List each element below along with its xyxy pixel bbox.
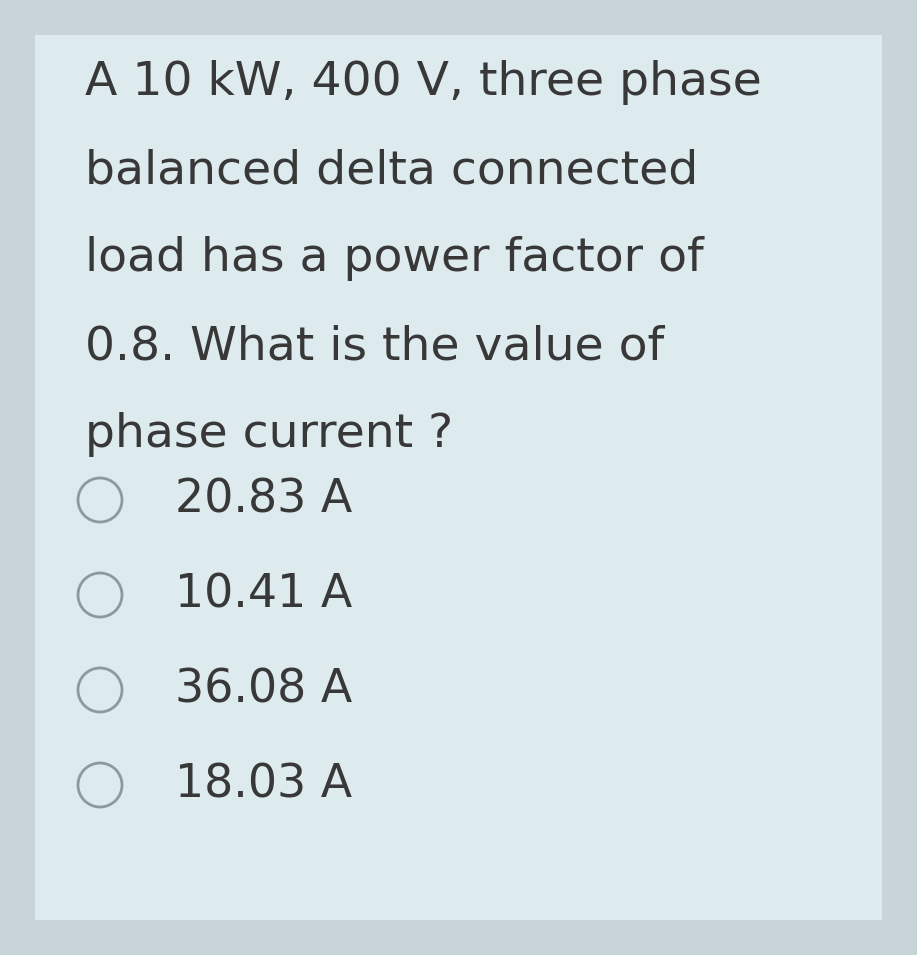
Text: A 10 kW, 400 V, three phase: A 10 kW, 400 V, three phase — [85, 60, 762, 105]
Text: 0.8. What is the value of: 0.8. What is the value of — [85, 324, 664, 369]
Text: balanced delta connected: balanced delta connected — [85, 148, 698, 193]
Text: load has a power factor of: load has a power factor of — [85, 236, 703, 281]
FancyBboxPatch shape — [35, 35, 882, 920]
Text: 10.41 A: 10.41 A — [175, 572, 352, 618]
Circle shape — [78, 668, 122, 712]
Circle shape — [78, 763, 122, 807]
Text: 20.83 A: 20.83 A — [175, 478, 352, 522]
Text: phase current ?: phase current ? — [85, 412, 453, 457]
Text: 18.03 A: 18.03 A — [175, 762, 352, 808]
Circle shape — [78, 573, 122, 617]
Circle shape — [78, 478, 122, 522]
Text: 36.08 A: 36.08 A — [175, 668, 352, 712]
